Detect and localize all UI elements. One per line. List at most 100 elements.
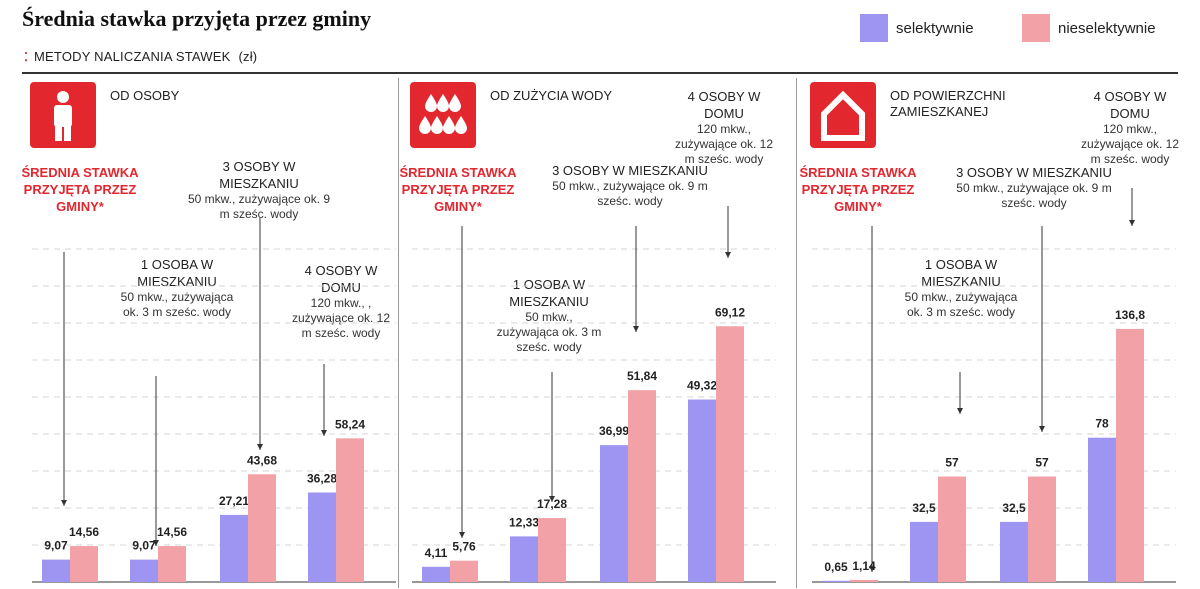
- value-label-selektywnie-0: 4,11: [425, 546, 448, 560]
- annotation-1-osoba: 1 OSOBA W MIESZKANIU 50 mkw., zużywająca…: [112, 256, 242, 320]
- subtitle: ⁚ METODY NALICZANIA STAWEK (zł): [24, 49, 257, 64]
- top-rule: [22, 72, 1178, 74]
- chart-od-zuzycia-wody: 4,11 5,76 12,33 17,28 36,99 51,84 49,32 69,12: [412, 206, 776, 583]
- water-drops-icon: [410, 82, 476, 148]
- value-label-nieselektywnie-2: 51,84: [627, 369, 657, 383]
- value-label-selektywnie-3: 78: [1095, 417, 1109, 431]
- annotation-main: 1 OSOBA W MIESZKANIU: [921, 257, 1001, 289]
- annotation-arrow-head: [725, 252, 731, 258]
- average-rate-label: ŚREDNIA STAWKA PRZYJĘTA PRZEZ GMINY*: [799, 165, 917, 214]
- bar-selektywnie-1: [510, 536, 538, 582]
- annotation-arrow-head: [321, 430, 327, 436]
- annotation-arrow-head: [257, 444, 263, 450]
- annotation-main: 3 OSOBY W MIESZKANIU: [956, 165, 1112, 180]
- bar-selektywnie-2: [220, 514, 248, 582]
- value-label-selektywnie-3: 49,32: [687, 379, 717, 393]
- annotation-sub: 50 mkw., zużywająca ok. 3 m sześc. wody: [120, 290, 234, 319]
- bar-nieselektywnie-1: [538, 518, 566, 582]
- annotation-sub: 120 mkw., zużywające ok. 12 m sześc. wod…: [1080, 122, 1180, 166]
- bar-selektywnie-2: [600, 445, 628, 582]
- chart-title: Średnia stawka przyjęta przez gminy: [22, 6, 372, 31]
- annotation-arrow-head: [1039, 426, 1045, 432]
- bar-nieselektywnie-2: [1028, 476, 1056, 582]
- bar-nieselektywnie-2: [248, 474, 276, 582]
- average-rate-label: ŚREDNIA STAWKA PRZYJĘTA PRZEZ GMINY*: [21, 165, 139, 214]
- annotation-4-osoby: 4 OSOBY W DOMU 120 mkw., zużywające ok. …: [674, 88, 774, 167]
- bar-selektywnie-3: [1088, 437, 1116, 582]
- annotation-main: 4 OSOBY W DOMU: [304, 263, 378, 295]
- annotation-main: 3 OSOBY W MIESZKANIU: [552, 163, 708, 178]
- annotation-arrow-head: [61, 500, 67, 506]
- panel-divider: [398, 78, 399, 588]
- subtitle-dots: ⁚: [24, 50, 29, 64]
- person-icon: [30, 82, 96, 148]
- annotation-arrow-head: [459, 532, 465, 538]
- value-label-nieselektywnie-1: 57: [945, 456, 959, 470]
- bar-nieselektywnie-2: [628, 390, 656, 582]
- average-rate-label: ŚREDNIA STAWKA PRZYJĘTA PRZEZ GMINY*: [399, 165, 517, 214]
- annotation-sub: 50 mkw., zużywające ok. 9 m sześc. wody: [956, 181, 1112, 210]
- subtitle-text: METODY NALICZANIA STAWEK: [34, 49, 231, 64]
- chart-od-powierzchni: 0,65 1,14 32,5 57 32,5 57 78 136,8: [812, 188, 1176, 583]
- panel-title: OD POWIERZCHNI ZAMIESZKANEJ: [890, 88, 1006, 119]
- bar-nieselektywnie-0: [450, 560, 478, 582]
- bar-selektywnie-0: [822, 580, 850, 582]
- annotation-1-osoba: 1 OSOBA W MIESZKANIU 50 mkw., zużywająca…: [494, 276, 604, 355]
- annotation-arrow-head: [957, 408, 963, 414]
- bar-selektywnie-1: [910, 521, 938, 582]
- annotation-sub: 50 mkw., zużywająca ok. 3 m sześc. wody: [496, 310, 602, 354]
- value-label-nieselektywnie-3: 136,8: [1115, 308, 1145, 322]
- value-label-nieselektywnie-1: 14,56: [157, 525, 187, 539]
- annotation-main: 1 OSOBA W MIESZKANIU: [509, 277, 589, 309]
- bar-nieselektywnie-0: [70, 546, 98, 582]
- value-label-selektywnie-1: 12,33: [509, 515, 539, 529]
- subtitle-unit: (zł): [238, 49, 258, 64]
- bar-nieselektywnie-0: [850, 579, 878, 582]
- value-label-selektywnie-2: 27,21: [219, 494, 249, 508]
- annotation-arrow-head: [549, 496, 555, 502]
- bar-selektywnie-3: [688, 399, 716, 582]
- value-label-nieselektywnie-0: 5,76: [452, 540, 476, 554]
- annotation-3-osoby: 3 OSOBY W MIESZKANIU 50 mkw., zużywające…: [184, 158, 334, 222]
- bar-selektywnie-2: [1000, 521, 1028, 582]
- bar-nieselektywnie-1: [938, 476, 966, 582]
- annotation-sub: 50 mkw., zużywające ok. 9 m sześc. wody: [552, 179, 708, 208]
- annotation-main: 3 OSOBY W MIESZKANIU: [219, 159, 299, 191]
- bar-selektywnie-3: [308, 492, 336, 582]
- annotation-sub: 50 mkw., zużywająca ok. 3 m sześc. wody: [904, 290, 1018, 319]
- bar-selektywnie-0: [42, 559, 70, 582]
- value-label-nieselektywnie-1: 17,28: [537, 497, 567, 511]
- value-label-nieselektywnie-0: 1,14: [852, 559, 876, 573]
- panel-divider: [796, 78, 797, 588]
- value-label-selektywnie-1: 9,07: [132, 539, 156, 553]
- annotation-main: 4 OSOBY W DOMU: [687, 89, 761, 121]
- value-label-selektywnie-2: 32,5: [1002, 501, 1026, 515]
- legend-item-selektywnie: selektywnie: [860, 14, 974, 42]
- annotation-3-osoby: 3 OSOBY W MIESZKANIU 50 mkw., zużywające…: [954, 164, 1114, 211]
- panel-od-osoby: OD OSOBY ŚREDNIA STAWKA PRZYJĘTA PRZEZ G…: [22, 76, 404, 586]
- value-label-nieselektywnie-3: 58,24: [335, 417, 365, 431]
- legend-label-selektywnie: selektywnie: [896, 19, 974, 37]
- annotation-sub: 120 mkw., zużywające ok. 12 m sześc. wod…: [674, 122, 774, 166]
- value-label-nieselektywnie-2: 43,68: [247, 453, 277, 467]
- bar-nieselektywnie-3: [716, 326, 744, 582]
- annotation-sub: 120 mkw., , zużywające ok. 12 m sześc. w…: [291, 296, 391, 340]
- legend-swatch-nieselektywnie: [1022, 14, 1050, 42]
- panel-od-zuzycia-wody: OD ZUŻYCIA WODY ŚREDNIA STAWKA PRZYJĘTA …: [400, 76, 784, 586]
- legend-item-nieselektywnie: nieselektywnie: [1022, 14, 1156, 42]
- annotation-1-osoba: 1 OSOBA W MIESZKANIU 50 mkw., zużywająca…: [896, 256, 1026, 320]
- value-label-selektywnie-0: 9,07: [44, 539, 68, 553]
- annotation-3-osoby: 3 OSOBY W MIESZKANIU 50 mkw., zużywające…: [550, 162, 710, 209]
- annotation-arrow-head: [869, 566, 875, 572]
- value-label-selektywnie-3: 36,28: [307, 472, 337, 486]
- panel-title: OD ZUŻYCIA WODY: [490, 88, 613, 103]
- value-label-selektywnie-0: 0,65: [824, 560, 848, 574]
- annotation-arrow-head: [633, 326, 639, 332]
- annotation-sub: 50 mkw., zużywające ok. 9 m sześc. wody: [187, 192, 331, 221]
- panel-title: OD OSOBY: [110, 88, 180, 103]
- bar-selektywnie-1: [130, 559, 158, 582]
- panel-od-powierzchni: OD POWIERZCHNI ZAMIESZKANEJ ŚREDNIA STAW…: [800, 76, 1184, 586]
- annotation-main: 1 OSOBA W MIESZKANIU: [137, 257, 217, 289]
- legend-swatch-selektywnie: [860, 14, 888, 42]
